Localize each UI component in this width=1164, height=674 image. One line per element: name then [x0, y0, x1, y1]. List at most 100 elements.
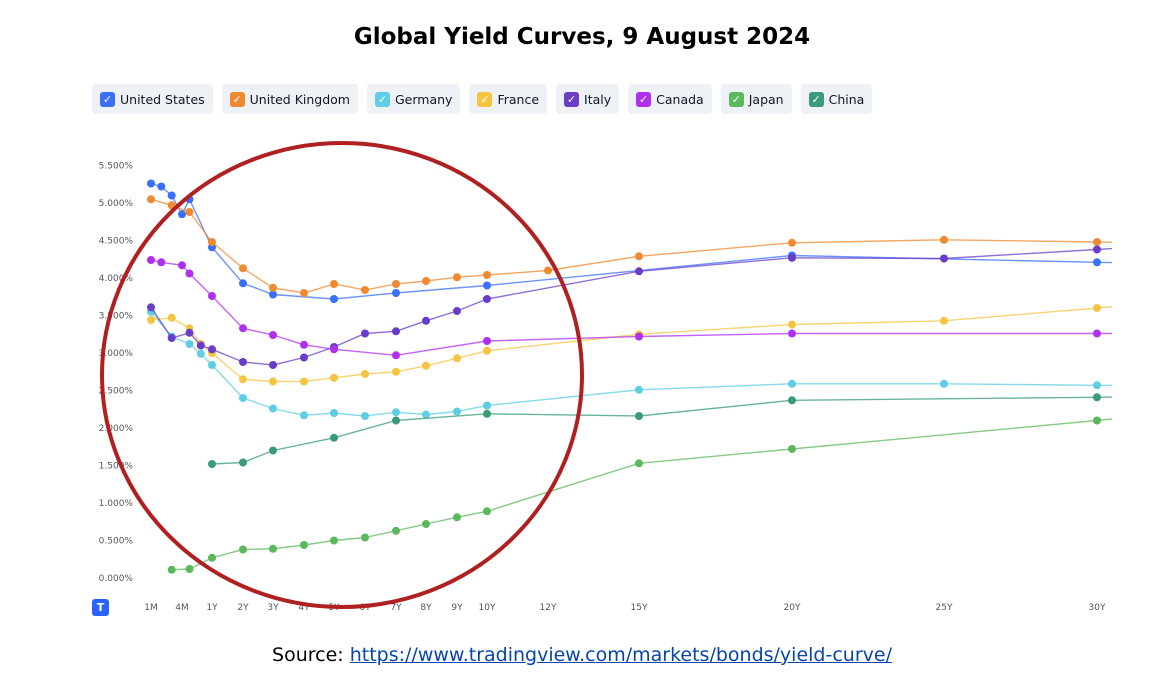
data-point — [300, 541, 308, 549]
data-point — [483, 271, 491, 279]
data-point — [330, 373, 338, 382]
data-point — [1093, 381, 1101, 390]
legend-item-italy[interactable]: ✓ Italy — [556, 84, 620, 114]
data-point — [940, 254, 948, 263]
data-point — [1093, 258, 1101, 267]
data-point — [483, 346, 491, 355]
legend-item-germany[interactable]: ✓ Germany — [367, 84, 461, 114]
checkbox-icon[interactable]: ✓ — [229, 91, 245, 107]
checkbox-icon[interactable]: ✓ — [477, 91, 493, 107]
legend-label: China — [828, 91, 865, 107]
data-point — [635, 412, 643, 420]
series-china — [208, 393, 1113, 468]
data-point — [392, 280, 400, 288]
data-point — [483, 409, 491, 418]
series-line — [150, 306, 1113, 383]
legend-label: France — [497, 91, 540, 107]
data-point — [147, 256, 155, 264]
data-point — [269, 283, 277, 292]
data-point — [422, 520, 430, 528]
data-point — [788, 329, 796, 338]
data-point — [208, 345, 216, 354]
data-point — [269, 544, 277, 553]
checkbox-icon[interactable]: ✓ — [636, 91, 652, 107]
y-tick-label: 1.000% — [99, 499, 134, 509]
data-point — [788, 320, 796, 329]
data-point — [422, 277, 430, 285]
x-tick-label: 4Y — [298, 603, 310, 613]
data-point — [185, 328, 194, 337]
y-tick-label: 1.500% — [99, 462, 134, 472]
data-point — [1093, 416, 1101, 425]
data-point — [635, 267, 643, 276]
series-line — [171, 418, 1113, 571]
series-japan — [167, 416, 1113, 574]
data-point — [392, 408, 400, 417]
data-point — [147, 179, 155, 188]
checkbox-icon[interactable]: ✓ — [808, 91, 824, 107]
y-tick-label: 5.000% — [99, 199, 134, 209]
checkbox-icon[interactable]: ✓ — [728, 91, 744, 107]
data-point — [788, 253, 796, 262]
data-point — [167, 313, 176, 322]
data-point — [178, 261, 186, 270]
checkbox-icon[interactable]: ✓ — [564, 91, 580, 107]
x-tick-label: 25Y — [936, 603, 953, 613]
data-point — [635, 332, 643, 341]
legend-item-japan[interactable]: ✓ Japan — [720, 84, 792, 114]
data-point — [208, 553, 216, 562]
legend-label: United Kingdom — [249, 91, 350, 107]
data-point — [483, 507, 491, 516]
data-point — [300, 340, 308, 349]
data-point — [167, 191, 176, 200]
x-tick-label: 6Y — [359, 603, 371, 613]
y-tick-label: 5.500% — [99, 162, 134, 172]
data-point — [392, 289, 400, 297]
data-point — [483, 337, 491, 345]
legend-item-united-states[interactable]: ✓ United States — [92, 84, 213, 114]
legend-item-france[interactable]: ✓ France — [469, 84, 548, 114]
data-point — [167, 565, 176, 574]
y-tick-label: 2.500% — [99, 387, 134, 397]
tradingview-logo[interactable]: T — [92, 599, 109, 616]
legend-item-china[interactable]: ✓ China — [800, 84, 873, 114]
x-tick-label: 7Y — [390, 603, 402, 613]
data-point — [453, 273, 461, 282]
data-point — [157, 258, 166, 267]
data-point — [269, 290, 277, 299]
data-point — [239, 324, 247, 333]
y-tick-label: 3.500% — [99, 312, 134, 322]
series-line — [150, 182, 1113, 300]
y-tick-label: 0.500% — [99, 537, 134, 547]
data-point — [361, 370, 369, 378]
data-point — [422, 316, 430, 325]
legend-label: Japan — [748, 91, 784, 107]
legend-item-canada[interactable]: ✓ Canada — [628, 84, 712, 114]
data-point — [147, 303, 155, 312]
data-point — [239, 394, 247, 402]
data-point — [361, 533, 369, 542]
data-point — [1093, 304, 1101, 312]
data-point — [422, 410, 430, 419]
source-link[interactable]: https://www.tradingview.com/markets/bond… — [349, 644, 892, 666]
legend-item-united-kingdom[interactable]: ✓ United Kingdom — [221, 84, 358, 114]
data-point — [330, 433, 338, 442]
data-point — [483, 401, 491, 410]
data-point — [239, 458, 247, 467]
data-point — [788, 396, 796, 405]
data-point — [185, 269, 194, 278]
series-line — [150, 259, 1112, 357]
data-point — [330, 295, 338, 303]
data-point — [544, 266, 552, 275]
y-tick-label: 2.000% — [99, 424, 134, 434]
chart-legend: ✓ United States ✓ United Kingdom ✓ Germany ✓ Fr… — [92, 84, 873, 114]
series-italy — [147, 245, 1113, 369]
checkbox-icon[interactable]: ✓ — [100, 91, 115, 107]
data-point — [453, 307, 461, 315]
data-point — [330, 280, 338, 288]
data-point — [185, 340, 194, 348]
data-point — [940, 235, 948, 244]
series-germany — [147, 307, 1113, 420]
y-tick-label: 3.000% — [99, 349, 134, 359]
checkbox-icon[interactable]: ✓ — [375, 91, 390, 107]
